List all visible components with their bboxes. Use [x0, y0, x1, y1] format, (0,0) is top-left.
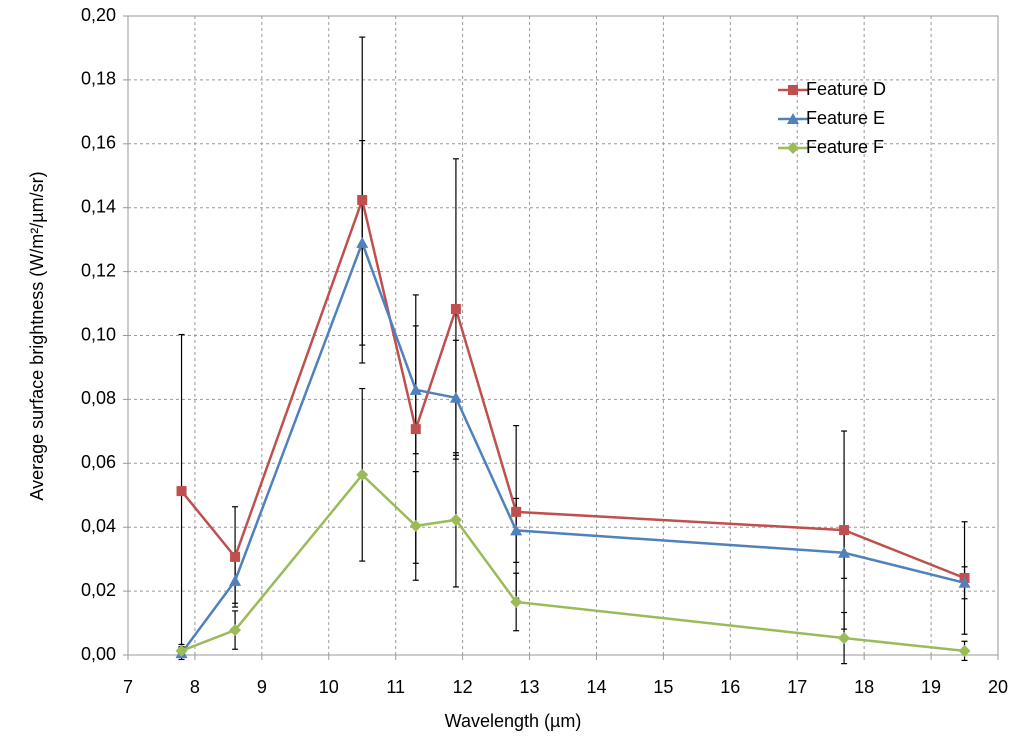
legend-label: Feature D	[806, 79, 886, 99]
x-tick-label: 20	[988, 677, 1008, 697]
y-tick-label: 0,02	[81, 580, 116, 600]
legend-marker	[787, 142, 799, 154]
x-tick-label: 11	[386, 677, 405, 697]
series-line	[181, 472, 965, 653]
x-tick-label: 19	[921, 677, 941, 697]
y-tick-label: 0,20	[81, 5, 116, 25]
y-tick-label: 0,12	[81, 260, 116, 280]
data-point	[175, 644, 188, 657]
x-tick-label: 10	[319, 677, 339, 697]
data-point	[410, 424, 421, 435]
data-point	[356, 468, 369, 481]
y-tick-label: 0,14	[81, 196, 116, 216]
legend-label: Feature F	[806, 137, 884, 157]
x-tick-label: 16	[720, 677, 740, 697]
x-tick-label: 9	[257, 677, 267, 697]
legend-marker	[788, 85, 798, 95]
data-point	[176, 486, 187, 497]
data-point	[958, 644, 971, 657]
y-tick-label: 0,18	[81, 69, 116, 89]
y-tick-label: 0,04	[81, 516, 116, 536]
data-point	[510, 595, 523, 608]
x-tick-label: 18	[854, 677, 874, 697]
series-line	[180, 239, 965, 654]
data-point	[838, 632, 851, 645]
legend-label: Feature E	[806, 108, 885, 128]
data-point	[449, 513, 462, 526]
data-point	[229, 574, 242, 586]
x-tick-label: 17	[787, 677, 807, 697]
x-tick-label: 14	[586, 677, 606, 697]
y-axis-label: Average surface brightness (W/m²/µm/sr)	[27, 171, 47, 500]
data-point	[450, 303, 461, 314]
x-tick-label: 7	[123, 677, 133, 697]
y-tick-label: 0,16	[81, 133, 116, 153]
data-point	[511, 506, 522, 517]
y-tick-label: 0,06	[81, 452, 116, 472]
data-point	[230, 551, 241, 562]
x-tick-label: 8	[190, 677, 200, 697]
legend-marker	[787, 113, 799, 124]
data-point	[958, 576, 971, 588]
data-point	[409, 519, 422, 532]
y-tick-label: 0,08	[81, 388, 116, 408]
y-tick-label: 0,00	[81, 644, 116, 664]
data-point	[229, 624, 242, 637]
data-point	[839, 525, 850, 536]
y-tick-label: 0,10	[81, 324, 116, 344]
data-point	[449, 391, 462, 403]
data-point	[409, 383, 422, 395]
series-line	[180, 195, 966, 580]
data-point	[356, 236, 369, 248]
x-tick-label: 12	[453, 677, 473, 697]
data-point	[510, 524, 523, 536]
data-point	[357, 195, 368, 206]
x-axis-label: Wavelength (µm)	[445, 711, 582, 731]
x-tick-label: 15	[653, 677, 673, 697]
data-point	[838, 546, 851, 558]
x-tick-label: 13	[520, 677, 540, 697]
